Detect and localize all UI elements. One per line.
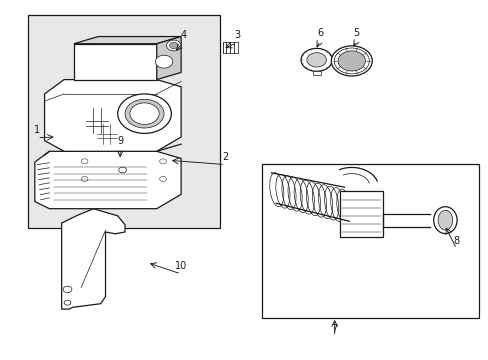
- Bar: [312, 71, 320, 75]
- Bar: [339, 191, 383, 237]
- Polygon shape: [44, 80, 181, 151]
- Circle shape: [306, 53, 326, 67]
- Circle shape: [166, 40, 181, 51]
- Circle shape: [333, 48, 368, 74]
- Circle shape: [155, 55, 172, 68]
- Ellipse shape: [433, 207, 456, 234]
- Polygon shape: [74, 37, 181, 44]
- Polygon shape: [78, 158, 171, 182]
- Polygon shape: [35, 151, 181, 209]
- Text: 8: 8: [453, 236, 459, 246]
- Circle shape: [125, 99, 163, 128]
- Circle shape: [169, 42, 178, 49]
- Text: 1: 1: [34, 125, 40, 135]
- Circle shape: [118, 94, 171, 134]
- Bar: [27, 15, 220, 228]
- Text: 7: 7: [331, 324, 337, 334]
- Circle shape: [330, 46, 371, 76]
- Polygon shape: [61, 209, 125, 309]
- Circle shape: [337, 51, 365, 71]
- Text: 9: 9: [117, 136, 123, 145]
- Text: 3: 3: [234, 30, 240, 40]
- Circle shape: [301, 48, 331, 71]
- Text: 2: 2: [222, 152, 228, 162]
- Polygon shape: [157, 37, 181, 80]
- Circle shape: [130, 103, 159, 125]
- Text: 6: 6: [316, 28, 323, 38]
- Text: 4: 4: [180, 30, 186, 40]
- Text: 5: 5: [353, 28, 359, 38]
- Ellipse shape: [437, 210, 452, 230]
- Text: 10: 10: [175, 261, 187, 271]
- Bar: [261, 164, 478, 318]
- Bar: [74, 44, 157, 80]
